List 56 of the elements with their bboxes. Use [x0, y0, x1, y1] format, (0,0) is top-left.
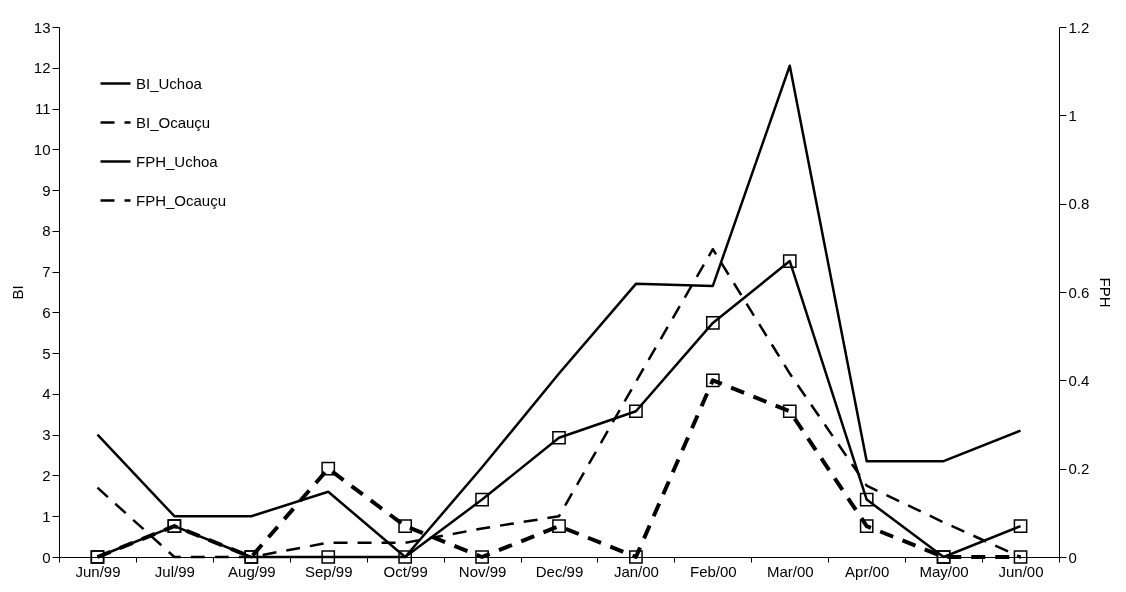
legend-label: FPH_Uchoa	[136, 152, 219, 170]
y-tick-label: 11	[34, 100, 51, 118]
point	[552, 430, 566, 445]
x-tick-label: Sep/99	[304, 562, 353, 580]
y2-tick-label: 0.8	[1068, 195, 1090, 213]
legend-label: FPH_Ocauçu	[136, 191, 227, 209]
y2-tick-label: 1	[1068, 106, 1077, 124]
x-tick-label: Feb/00	[689, 562, 737, 580]
x-tick-label: Aug/99	[228, 562, 276, 580]
y-tick-label: 2	[42, 466, 51, 484]
y-tick-label: 9	[42, 181, 51, 199]
point	[705, 373, 720, 388]
point	[398, 519, 413, 533]
x-tick-label: Nov/99	[458, 562, 507, 580]
y-tick-label: 6	[42, 303, 51, 321]
y2-tick-label: 1.2	[1068, 18, 1090, 36]
y-tick-label: 8	[42, 222, 51, 240]
point	[552, 519, 566, 533]
x-tick-label: May/00	[919, 562, 969, 580]
x-tick-label: Dec/99	[535, 562, 584, 580]
point	[629, 550, 643, 564]
y-tick-label: 4	[42, 385, 51, 403]
point	[1013, 519, 1028, 533]
y-axis-title: BI	[8, 285, 26, 300]
y-tick-label: 12	[33, 59, 51, 77]
x-tick-label: Oct/99	[383, 562, 428, 580]
legend-label: BI_Uchoa	[136, 74, 203, 92]
y2-tick-label: 0.2	[1068, 460, 1090, 478]
x-tick-label: Jun/99	[75, 562, 121, 580]
point	[475, 492, 489, 507]
y-tick-label: 0	[42, 548, 51, 566]
point	[859, 519, 874, 533]
y-tick-label: 10	[33, 140, 51, 158]
y-tick-label: 13	[33, 18, 51, 36]
point	[629, 404, 643, 419]
y2-tick-label: 0.6	[1068, 283, 1090, 301]
y-tick-label: 1	[42, 507, 51, 525]
y2-tick-label: 0	[1068, 548, 1077, 566]
legend-label: BI_Ocauçu	[136, 113, 211, 131]
point	[859, 492, 874, 507]
y2-tick-label: 0.4	[1068, 371, 1090, 389]
x-tick-label: Jun/00	[998, 562, 1044, 580]
point	[705, 316, 720, 330]
x-tick-label: Apr/00	[845, 562, 890, 580]
y2-axis-title: FPH	[1097, 277, 1115, 308]
x-tick-label: Mar/00	[766, 562, 814, 580]
point	[321, 550, 336, 564]
y-tick-label: 7	[42, 263, 51, 281]
point	[782, 404, 797, 419]
x-tick-label: Jul/99	[154, 562, 195, 580]
point	[321, 461, 336, 476]
x-tick-label: Jan/00	[613, 562, 659, 580]
point	[475, 550, 489, 564]
y-tick-label: 3	[42, 426, 51, 444]
y-tick-label: 5	[42, 344, 51, 362]
point	[782, 254, 797, 268]
